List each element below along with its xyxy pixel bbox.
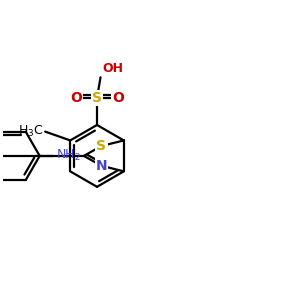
Text: OH: OH (102, 62, 123, 75)
Text: H$_3$C: H$_3$C (18, 124, 44, 139)
Text: N: N (96, 159, 107, 173)
Text: O: O (70, 91, 82, 105)
Text: O: O (112, 91, 124, 105)
Text: NH$_2$: NH$_2$ (56, 148, 81, 164)
Text: S: S (96, 139, 106, 153)
Text: S: S (92, 91, 102, 105)
